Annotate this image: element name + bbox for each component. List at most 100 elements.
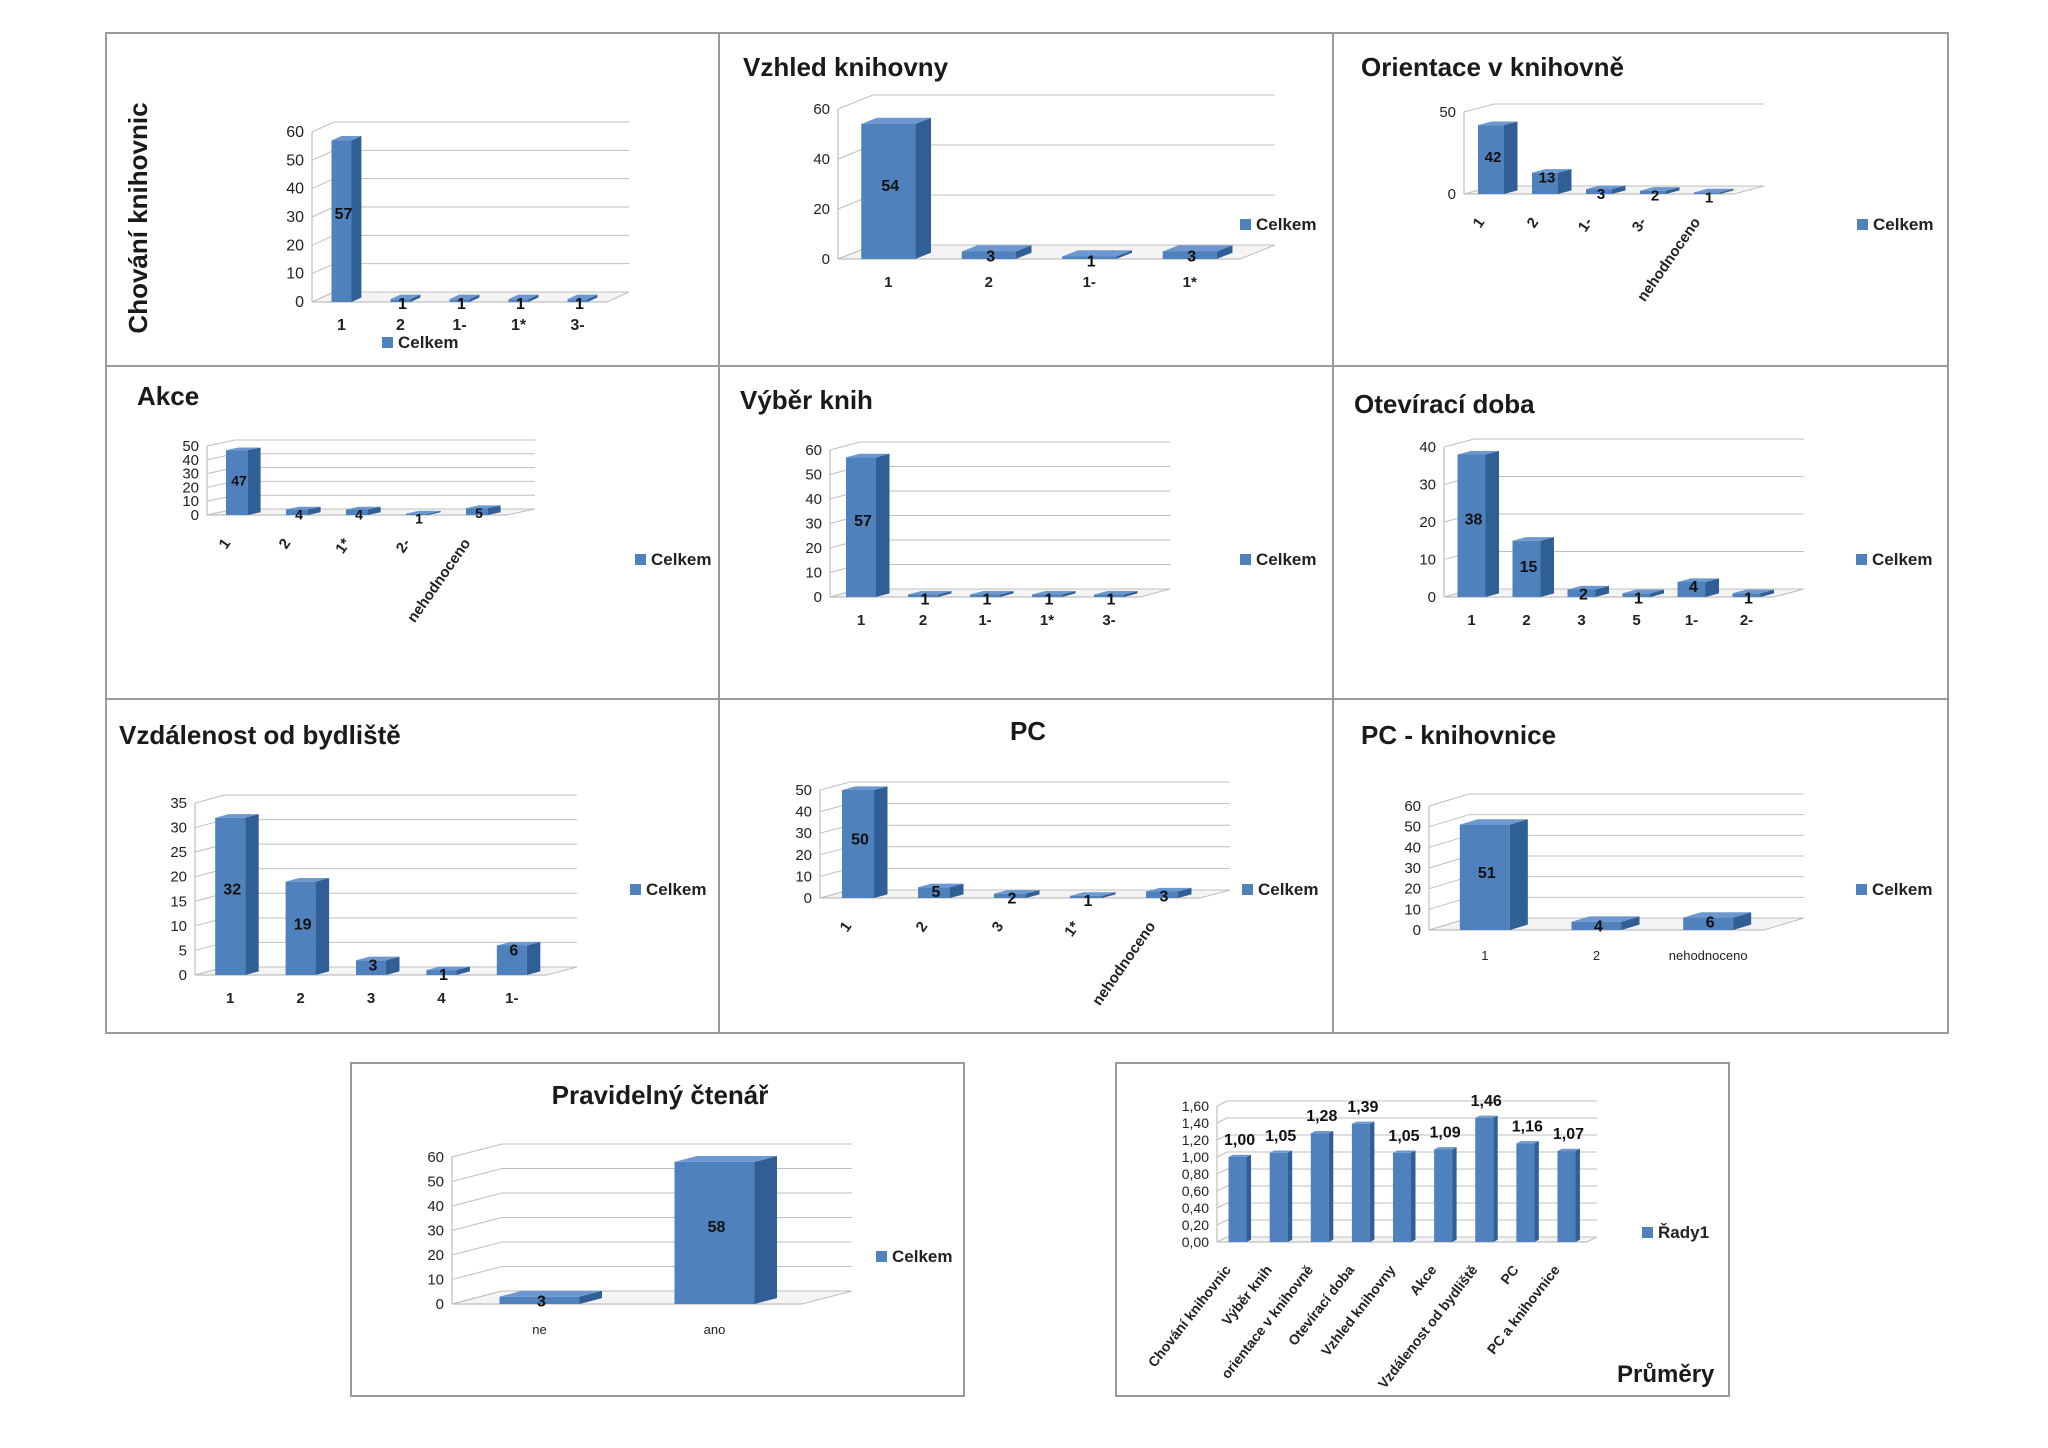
x-category-label: 5 xyxy=(1632,612,1640,629)
bar-front xyxy=(842,790,874,898)
chart-panel-vzdalenost: 0 5 10 15 20 25 30 35 32 1 19 2 3 3 1 4 6 1- Vzdálenost od… xyxy=(105,698,720,1034)
y-tick-label: 60 xyxy=(813,101,830,118)
gridline-depth xyxy=(1443,438,1475,448)
bar-value-label: 2 xyxy=(1579,587,1588,604)
y-tick-label: 50 xyxy=(427,1174,444,1191)
y-tick-label: 30 xyxy=(182,466,199,483)
gridline-depth xyxy=(451,1290,503,1305)
bar-value-label: 3 xyxy=(986,249,995,266)
x-category-label: 3 xyxy=(989,919,1008,936)
bar-value-label: 1 xyxy=(1084,893,1093,910)
chart-panel-pc: 0 10 20 30 40 50 50 1 5 2 2 3 1 1* 3 nehodnoceno PC Celke… xyxy=(718,698,1334,1034)
bar-top xyxy=(1478,121,1518,126)
bar-value-label: 57 xyxy=(335,206,353,223)
y-tick-label: 30 xyxy=(427,1223,444,1240)
gridline-depth xyxy=(451,1266,503,1280)
bar-value-label: 5 xyxy=(475,505,483,521)
bar-front xyxy=(449,299,470,302)
bar-side xyxy=(1000,590,1014,597)
bar xyxy=(1162,245,1233,259)
gridline-depth xyxy=(311,234,335,246)
legend-swatch xyxy=(1240,554,1251,565)
bar-side xyxy=(587,294,598,302)
chart-ctenar: 0 10 20 30 40 50 60 3 ne 58 ano Pravidelný čtenář Ce… xyxy=(427,1080,952,1337)
legend-swatch xyxy=(1856,554,1867,565)
bar xyxy=(1586,185,1626,194)
bar-value-label: 50 xyxy=(851,832,869,849)
y-tick-label: 60 xyxy=(805,442,822,459)
y-tick-label: 0,20 xyxy=(1182,1217,1209,1233)
x-category-label: nehodnoceno xyxy=(1669,948,1748,963)
y-tick-label: 20 xyxy=(805,540,822,557)
bar-side xyxy=(1720,188,1734,194)
bar-front xyxy=(499,1296,580,1304)
bar-side xyxy=(428,510,441,515)
bar-front xyxy=(406,513,428,515)
bar xyxy=(908,590,952,597)
bar-front xyxy=(1094,594,1124,597)
legend-label: Celkem xyxy=(1872,880,1932,899)
x-category-label: nehodnoceno xyxy=(1089,919,1159,1009)
bar xyxy=(1032,590,1076,597)
bar-front xyxy=(346,509,368,515)
y-tick-label: 40 xyxy=(427,1198,444,1215)
bar-side xyxy=(1509,819,1528,930)
bar-value-label: 13 xyxy=(1539,170,1556,187)
bar-top xyxy=(1434,1147,1457,1150)
bar xyxy=(1640,187,1680,194)
x-category-label: PC a knihovnice xyxy=(1484,1262,1563,1357)
bar-side xyxy=(1062,590,1076,597)
bar xyxy=(1062,250,1132,259)
x-category-label: 2- xyxy=(1740,612,1753,629)
bar-value-label: 1,39 xyxy=(1347,1099,1378,1116)
bar-front xyxy=(1269,1152,1288,1242)
y-tick-label: 0 xyxy=(179,967,187,984)
bar-front xyxy=(918,887,950,898)
y-tick-label: 20 xyxy=(182,479,199,496)
legend-label: Celkem xyxy=(1872,550,1932,569)
bar-side xyxy=(876,453,890,597)
bar-front xyxy=(466,508,488,515)
bar-top xyxy=(842,786,888,790)
gridline-depth xyxy=(1216,1202,1228,1209)
bar-top xyxy=(1557,1148,1580,1152)
bar-top xyxy=(674,1156,777,1162)
bar xyxy=(390,294,421,302)
bar-front xyxy=(356,960,386,975)
x-category-label: 3- xyxy=(1629,215,1651,236)
chart-panel-pcknih: 0 10 20 30 40 50 60 51 1 4 2 6 nehodnoceno PC - kniho… xyxy=(1332,698,1949,1034)
bar xyxy=(286,506,321,515)
chart-title: Vzdálenost od bydliště xyxy=(119,720,401,750)
bar-value-label: 1 xyxy=(1705,189,1713,206)
bar-top xyxy=(499,1290,602,1297)
bar-side xyxy=(351,136,362,302)
x-category-label: 2 xyxy=(913,919,932,936)
chart-panel-vzhled: 0 20 40 60 54 1 3 2 1 1- 3 1* Vzhled knihovny Celkem xyxy=(718,32,1334,367)
y-tick-label: 30 xyxy=(170,820,187,837)
bar-side xyxy=(1216,245,1233,259)
gridline-depth xyxy=(451,1217,503,1231)
bar xyxy=(346,506,381,515)
bar-top xyxy=(970,590,1014,595)
bar xyxy=(1070,892,1116,898)
bar-side xyxy=(579,1290,602,1304)
x-category-label: 1 xyxy=(1481,948,1488,963)
bar-side xyxy=(754,1156,777,1304)
chart-panel-ctenar: 0 10 20 30 40 50 60 3 ne 58 ano Pravidelný čtenář Ce… xyxy=(350,1062,965,1397)
bar-side xyxy=(528,294,539,302)
bar xyxy=(1683,912,1752,930)
legend-label: Celkem xyxy=(646,880,706,899)
bar-value-label: 1,46 xyxy=(1471,1093,1502,1110)
legend-label: Celkem xyxy=(398,333,458,352)
bar-value-label: 1 xyxy=(983,592,992,609)
bar-value-label: 3 xyxy=(1597,186,1605,203)
bar xyxy=(1146,887,1192,898)
bar-value-label: 1 xyxy=(398,296,407,313)
y-tick-label: 0 xyxy=(191,507,199,524)
bar-side xyxy=(526,941,541,975)
chart-title: Otevírací doba xyxy=(1354,389,1535,419)
gridline-depth xyxy=(206,439,236,447)
bar-value-label: 1 xyxy=(1107,592,1116,609)
gridline-depth xyxy=(311,178,335,190)
chart-panel-chovani: 0 10 20 30 40 50 60 57 1 1 2 1 1- 1 1* 1 3- Chování kniho… xyxy=(105,32,720,367)
